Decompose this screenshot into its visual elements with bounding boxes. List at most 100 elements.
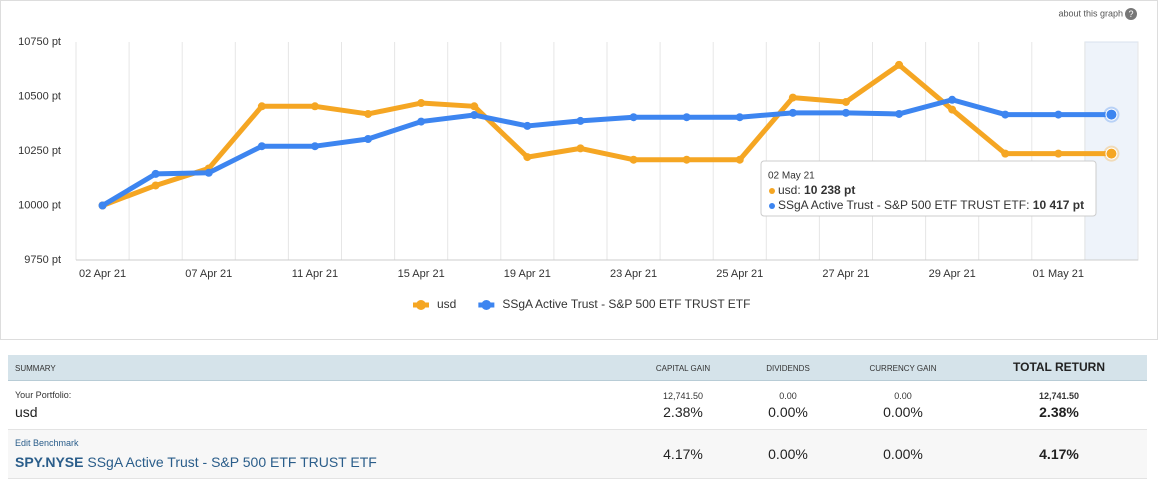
point: [576, 116, 585, 125]
help-icon[interactable]: [1125, 8, 1137, 20]
point: [523, 153, 532, 162]
point: [629, 155, 638, 164]
cell-value: 4.17%: [663, 446, 703, 462]
x-tick-label: 19 Apr 21: [504, 268, 551, 280]
point: [257, 102, 266, 111]
cell-top: 0.00: [779, 391, 797, 401]
point: [470, 111, 479, 120]
tooltip-box: [760, 160, 1097, 217]
header-cell: SUMMARY: [15, 364, 56, 373]
y-tick-label: 10500 pt: [18, 90, 61, 102]
benchmark-row: Edit Benchmark SPY.NYSE SSgA Active Trus…: [8, 430, 1147, 479]
point: [417, 99, 426, 108]
cell-top: 0.00: [894, 391, 912, 401]
x-tick-label: 15 Apr 21: [398, 268, 445, 280]
y-tick-label: 10750 pt: [18, 36, 61, 48]
point: [364, 109, 373, 118]
portfolio-row: Your Portfolio: usd 12,741.50 2.38% 0.00 0.…: [8, 381, 1147, 430]
point: [151, 169, 160, 178]
cell-top: 12,741.50: [662, 391, 704, 401]
point: [841, 108, 850, 117]
cell-value: 2.38%: [1039, 404, 1079, 420]
series-line: [101, 97, 1112, 208]
point: [841, 97, 850, 106]
cell-value: 2.38%: [663, 404, 703, 420]
row-label: Your Portfolio:: [15, 390, 72, 400]
benchmark-name[interactable]: SSgA Active Trust - S&P 500 ETF TRUST ET…: [87, 454, 377, 470]
x-tick-label: 27 Apr 21: [822, 268, 869, 280]
point: [310, 142, 319, 151]
help-icon-text: ?: [1128, 9, 1133, 19]
point: [364, 135, 373, 144]
point: [948, 105, 957, 114]
legend-marker: [481, 300, 492, 310]
point: [788, 108, 797, 117]
tooltip-name: SSgA Active Trust - S&P 500 ETF TRUST ET…: [778, 198, 1033, 212]
cell-top: 12,741.50: [1038, 391, 1080, 401]
x-tick-label: 07 Apr 21: [185, 268, 232, 280]
legend-label: SSgA Active Trust - S&P 500 ETF TRUST ET…: [502, 297, 750, 311]
point: [310, 102, 319, 111]
header-cell: DIVIDENDS: [766, 364, 810, 373]
tooltip-row: usd: 10 238 pt: [778, 183, 855, 197]
tooltip-value: 10 238 pt: [804, 183, 855, 197]
point: [735, 155, 744, 164]
y-tick-label: 10000 pt: [18, 199, 61, 211]
tooltip-dot: [769, 203, 775, 209]
point: [417, 117, 426, 126]
summary-table: SUMMARY CAPITAL GAIN DIVIDENDS CURRENCY …: [8, 355, 1147, 479]
x-tick-label: 25 Apr 21: [716, 268, 763, 280]
y-tick-label: 9750 pt: [24, 254, 61, 266]
row-name: usd: [15, 404, 38, 420]
point: [523, 121, 532, 130]
legend-marker: [416, 300, 426, 310]
point: [788, 93, 797, 102]
tooltip-dot: [769, 188, 775, 194]
cell-value: 0.00%: [883, 446, 923, 462]
x-tick-label: 11 Apr 21: [292, 268, 338, 280]
point: [629, 113, 638, 122]
point: [204, 168, 213, 177]
point: [948, 95, 957, 104]
header-cell: CAPITAL GAIN: [655, 364, 711, 373]
edit-benchmark[interactable]: Edit Benchmark: [15, 438, 79, 448]
cell-value: 0.00%: [768, 404, 808, 420]
table-header: SUMMARY CAPITAL GAIN DIVIDENDS CURRENCY …: [8, 355, 1147, 381]
point: [151, 181, 160, 190]
point: [576, 144, 585, 153]
point: [257, 142, 266, 151]
point: [1001, 110, 1010, 119]
point: [735, 113, 744, 122]
legend-label: usd: [437, 297, 456, 311]
point: [98, 201, 107, 210]
point: [895, 60, 904, 69]
header-cell: TOTAL RETURN: [1013, 360, 1105, 374]
point: [470, 102, 479, 111]
x-tick-label: 29 Apr 21: [929, 268, 976, 280]
about-link[interactable]: about this graph: [1058, 8, 1123, 18]
x-tick-label: 01 May 21: [1033, 268, 1084, 280]
point: [682, 113, 691, 122]
point: [895, 109, 904, 118]
tooltip-name: usd:: [778, 183, 804, 197]
point: [682, 155, 691, 164]
x-tick-label: 23 Apr 21: [610, 268, 657, 280]
cell-value: 4.17%: [1039, 446, 1079, 462]
tooltip-title: 02 May 21: [768, 171, 815, 182]
y-tick-label: 10250 pt: [18, 145, 61, 157]
tooltip-value: 10 417 pt: [1033, 198, 1084, 212]
point: [1054, 149, 1063, 158]
tooltip-row: SSgA Active Trust - S&P 500 ETF TRUST ET…: [778, 198, 1084, 212]
ticker[interactable]: SPY.NYSE: [15, 454, 84, 470]
x-tick-label: 02 Apr 21: [79, 268, 126, 280]
chart: about this graph ? 9750 pt 10000 pt 10250 …: [0, 0, 1158, 340]
header-cell: CURRENCY GAIN: [869, 364, 937, 373]
cell-value: 0.00%: [768, 446, 808, 462]
point: [1105, 147, 1118, 160]
point: [1001, 149, 1010, 158]
point: [1105, 108, 1118, 121]
point: [1054, 110, 1063, 119]
cell-value: 0.00%: [883, 404, 923, 420]
